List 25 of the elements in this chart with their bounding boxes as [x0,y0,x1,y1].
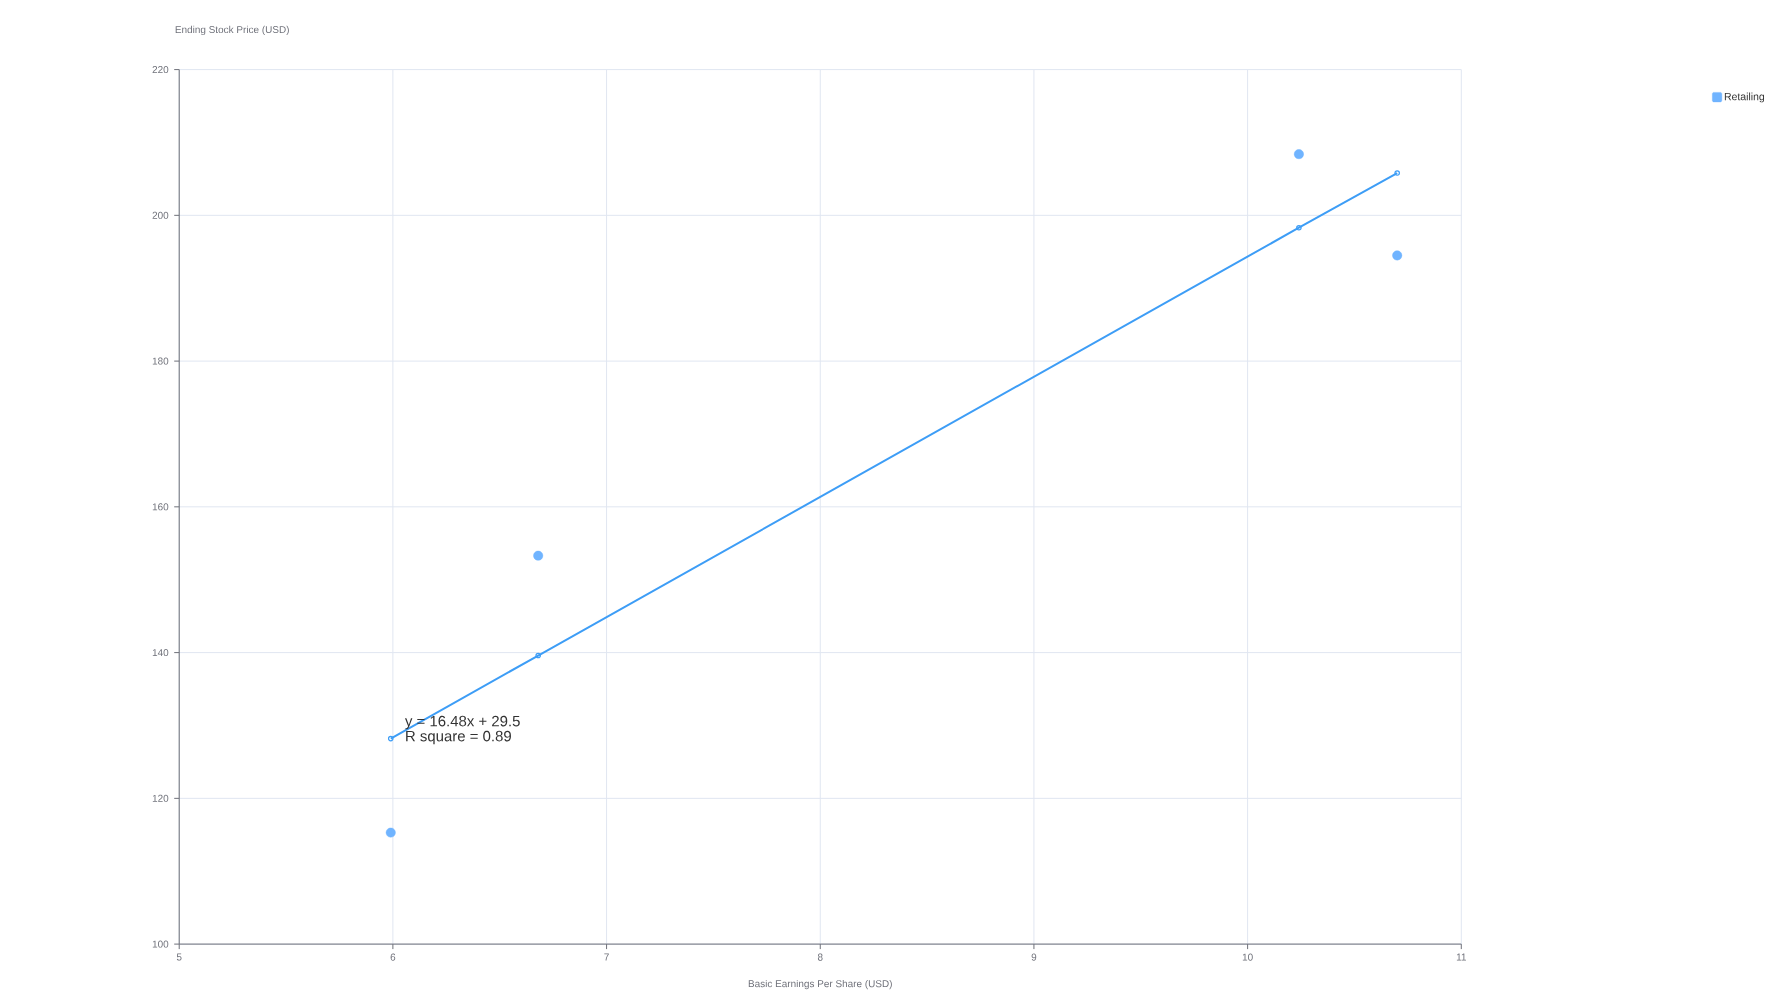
x-axis-title: Basic Earnings Per Share (USD) [748,979,892,990]
point [535,652,541,659]
y-axis-title: Ending Stock Price (USD) [175,25,289,36]
y-tick-label: 180 [152,357,169,365]
y-tick-label: 200 [152,211,169,219]
annotation: y = 16.48x + 29.5 [404,715,520,730]
y-tick-label: 140 [152,649,169,657]
x-tick-label: 5 [176,953,182,961]
y-tick-label: 160 [152,503,169,511]
x-tick-label: 6 [390,953,396,961]
x-tick-label: 10 [1242,953,1253,961]
point [533,550,544,561]
point [385,827,396,838]
y-tick-label: 120 [152,794,169,802]
annotation: R square = 0.89 [406,730,511,745]
x-tick-label: 8 [817,953,823,961]
x-tick-label: 11 [1456,953,1466,961]
point [1392,250,1403,261]
y-tick-label: 220 [152,66,169,74]
x-tick-label: 9 [1031,953,1037,961]
x-tick-label: 7 [604,953,609,961]
point [1294,149,1304,160]
point [1296,224,1302,231]
legend-label: Retailing [1724,92,1765,103]
y-tick-label: 100 [152,940,169,948]
